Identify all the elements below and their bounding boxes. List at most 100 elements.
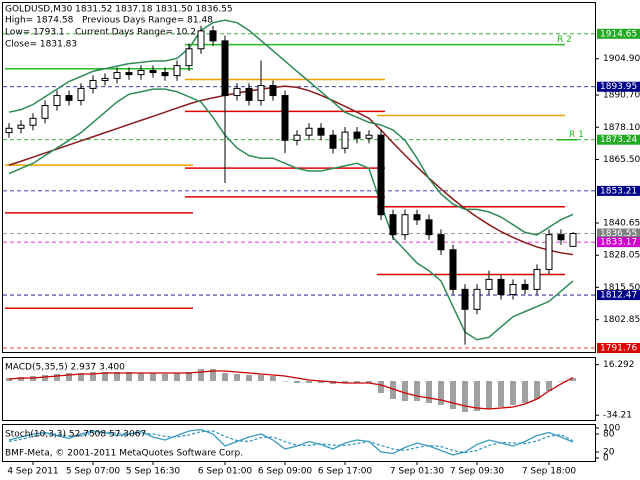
x-tick-label: 5 Sep 07:00 (66, 467, 121, 477)
candle-body (377, 134, 385, 216)
pivot-label: R 1 (569, 130, 584, 140)
histogram-bar (162, 374, 168, 381)
stoch-pane (2, 424, 596, 462)
price-tag (597, 81, 640, 92)
macd-pane (2, 357, 596, 421)
candle-body (89, 79, 97, 89)
info-text: High= 1874.58 (5, 16, 74, 26)
candle-body (473, 288, 481, 310)
price-tag-label: 1836.55 (600, 229, 637, 239)
y-tick-label: 80 (603, 430, 615, 440)
histogram-bar (114, 372, 120, 381)
stoch-title: Stoch(10,3,3) 52.7508 57.3067 (5, 430, 146, 440)
indicator-line (8, 430, 574, 454)
candle-body (281, 95, 289, 141)
price-tag (597, 28, 640, 39)
histogram-bar (558, 381, 564, 382)
y-tick-label: 1802.85 (603, 315, 640, 325)
candle-body (17, 124, 25, 129)
main-pane (2, 2, 596, 353)
histogram-bar (402, 381, 408, 401)
candle-body (233, 87, 241, 97)
price-tag-label: 1833.17 (600, 238, 637, 248)
histogram-bar (150, 373, 156, 381)
candle-body (305, 127, 313, 136)
histogram-bar (210, 369, 216, 381)
histogram-bar (18, 377, 24, 381)
candle-body (209, 30, 217, 42)
histogram-bar (546, 381, 552, 391)
y-tick-label: 20 (603, 448, 615, 458)
histogram-bar (138, 373, 144, 381)
y-tick-label: 0 (603, 454, 609, 464)
candle-body (173, 65, 181, 77)
candle-body (197, 30, 205, 50)
candle-body (365, 134, 373, 139)
y-tick-label: 1890.70 (603, 91, 640, 101)
histogram-bar (222, 373, 228, 381)
pivot-label: R 2 (557, 35, 572, 45)
candle-body (53, 95, 61, 107)
histogram-bar (294, 381, 300, 383)
macd-title: MACD(5,35,5) 2.937 3.400 (5, 363, 125, 373)
x-tick-label: 6 Sep 17:00 (318, 467, 373, 477)
price-tag-label: 1812.47 (600, 291, 637, 301)
candle-body (41, 105, 49, 119)
indicator-line (8, 19, 574, 236)
indicator-line (8, 88, 574, 341)
price-tag (597, 185, 640, 196)
candle-body (29, 117, 37, 126)
candle-body (77, 87, 85, 101)
y-tick-label: 1878.10 (603, 123, 640, 133)
histogram-bar (306, 381, 312, 383)
histogram-bar (510, 381, 516, 405)
indicator-line (8, 85, 574, 256)
x-tick-label: 5 Sep 16:30 (126, 467, 181, 477)
histogram-bar (78, 373, 84, 381)
histogram-bar (90, 372, 96, 381)
histogram-bar (414, 381, 420, 401)
price-tag (597, 228, 640, 239)
x-tick-label: 7 Sep 09:30 (450, 467, 505, 477)
info-text: Low= 1793.1 (5, 28, 65, 38)
symbol-header: GOLDUSD,M30 1831.52 1837.18 1831.50 1836… (5, 5, 233, 15)
histogram-bar (354, 381, 360, 383)
y-tick-label: 1904.90 (603, 54, 640, 64)
y-tick-label: 1865.50 (603, 155, 640, 165)
histogram-bar (234, 374, 240, 381)
candle-body (413, 214, 421, 221)
indicator-line (8, 370, 574, 410)
x-tick-label: 7 Sep 18:00 (522, 467, 577, 477)
y-tick-label: 1815.50 (603, 283, 640, 293)
candle-body (533, 268, 541, 290)
candle-body (557, 234, 565, 241)
x-tick-label: 6 Sep 01:00 (198, 467, 253, 477)
candle-body (329, 134, 337, 149)
candle-body (425, 219, 433, 236)
candle-body (221, 40, 229, 97)
price-tag (597, 290, 640, 301)
x-tick-label: 6 Sep 09:00 (258, 467, 313, 477)
candle-body (437, 234, 445, 251)
candle-body (5, 127, 13, 134)
candle-body (545, 234, 553, 270)
candle-body (65, 95, 73, 101)
histogram-bar (570, 378, 576, 381)
candle-body (245, 87, 253, 101)
info-text: Close= 1831.83 (5, 40, 77, 50)
histogram-bar (270, 376, 276, 381)
histogram-bar (378, 381, 384, 393)
histogram-bar (522, 381, 528, 403)
candle-body (389, 214, 397, 236)
histogram-bar (186, 372, 192, 381)
candle-body (497, 278, 505, 295)
y-tick-label: 100 (603, 424, 620, 434)
price-tag (597, 237, 640, 248)
candle-body (569, 233, 577, 247)
histogram-bar (282, 381, 288, 382)
histogram-bar (390, 381, 396, 399)
price-tag-label: 1893.95 (600, 82, 637, 92)
histogram-bar (438, 381, 444, 405)
y-tick-label: 16.292 (603, 360, 635, 370)
candle-body (149, 70, 157, 74)
